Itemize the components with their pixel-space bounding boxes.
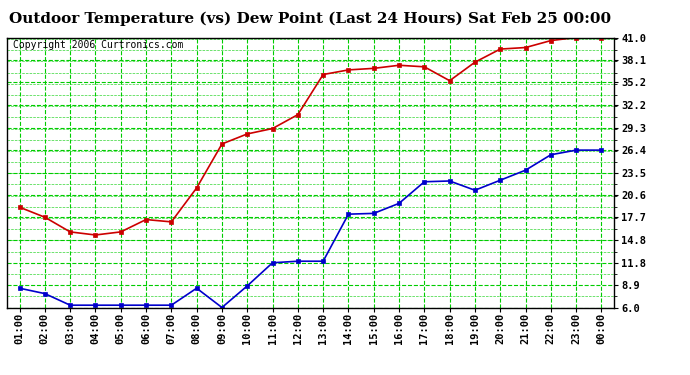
Text: Copyright 2006 Curtronics.com: Copyright 2006 Curtronics.com [13,40,184,50]
Text: Outdoor Temperature (vs) Dew Point (Last 24 Hours) Sat Feb 25 00:00: Outdoor Temperature (vs) Dew Point (Last… [10,11,611,26]
